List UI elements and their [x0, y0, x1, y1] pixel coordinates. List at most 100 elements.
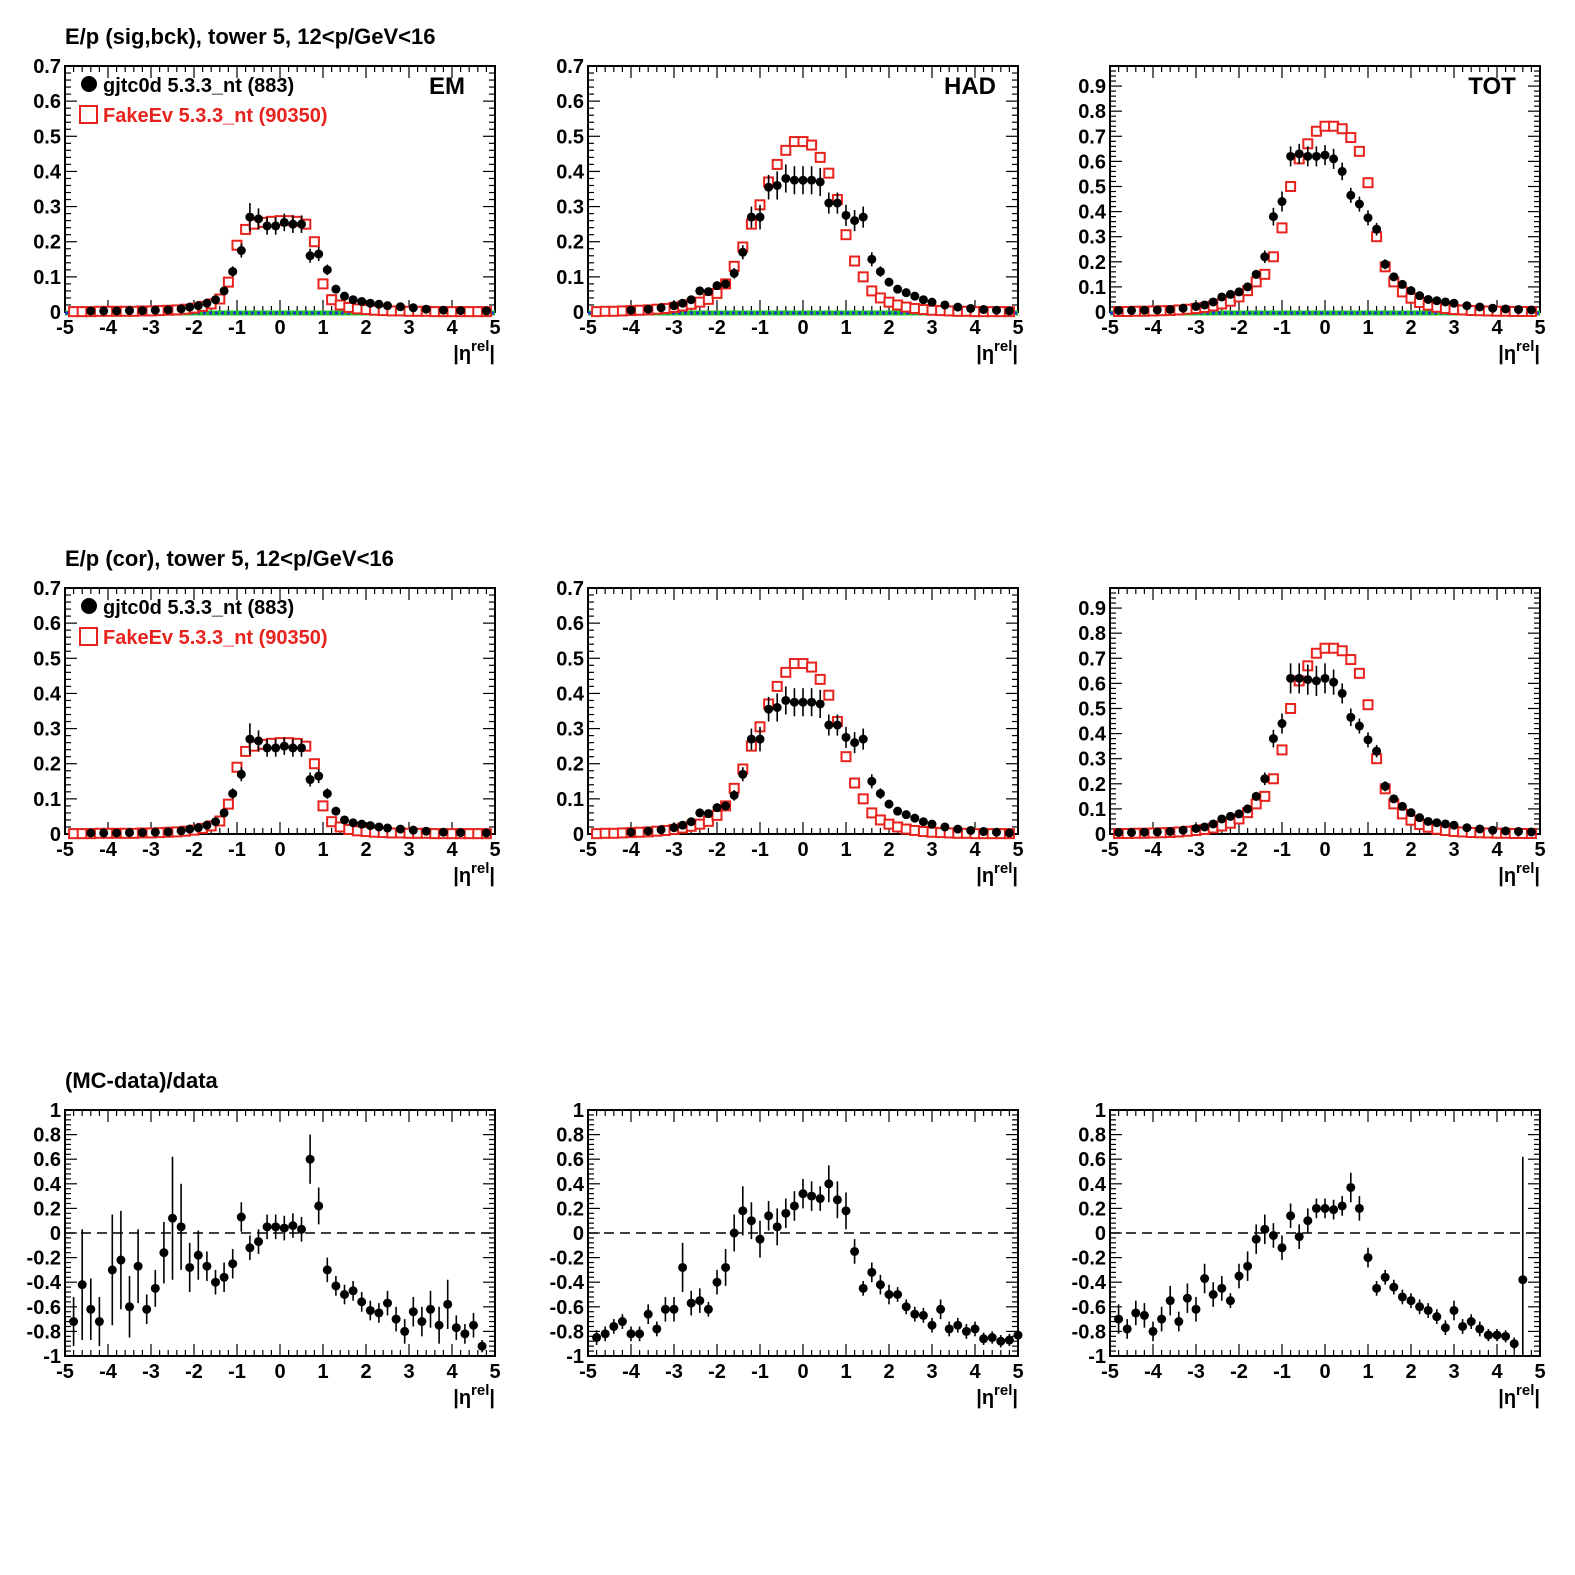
data-point	[1208, 1290, 1218, 1299]
data-point	[1268, 212, 1278, 222]
x-tick-label: -2	[708, 839, 726, 861]
panel-r3-had: -5 -4 -3 -2 -1 0 1 2 3 4 5-1-0.8-0.6-0.4-0.200.20.…	[550, 1100, 1024, 1409]
data-point	[643, 304, 653, 314]
data-point	[1208, 819, 1218, 829]
x-tick-label: 0	[274, 1361, 285, 1383]
series-data	[626, 686, 1014, 838]
data-point	[966, 825, 976, 835]
data-point	[211, 1277, 220, 1287]
data-point	[1380, 1272, 1390, 1282]
mc-point	[1259, 790, 1271, 802]
x-tick-label: -5	[579, 839, 597, 861]
x-axis-label: |ηrel|	[1498, 860, 1540, 887]
data-point	[1363, 1253, 1373, 1263]
data-point	[910, 813, 920, 823]
x-tick-label: -3	[142, 317, 160, 339]
data-point	[893, 1290, 903, 1299]
legend-mc-marker	[79, 627, 98, 646]
data-point	[1372, 224, 1382, 234]
y-tick-label: 0.2	[556, 1198, 584, 1220]
x-tick-label: -5	[56, 317, 74, 339]
data-point	[1406, 1296, 1416, 1306]
x-tick-label: -2	[1230, 317, 1248, 339]
data-point	[245, 734, 255, 744]
y-tick-label: 0.4	[1078, 202, 1107, 224]
y-tick-label: -0.6	[1072, 1297, 1106, 1319]
x-tick-label: 2	[883, 317, 894, 339]
data-point	[168, 1213, 177, 1223]
mc-point	[317, 800, 329, 812]
data-point	[1234, 287, 1244, 297]
y-tick-label: 0.6	[1078, 151, 1106, 173]
x-tick-label: -3	[1187, 1361, 1205, 1383]
data-point	[331, 1281, 341, 1291]
x-tick-label: -4	[622, 839, 641, 861]
data-point	[1243, 1261, 1253, 1271]
data-point	[850, 738, 860, 748]
data-point	[1165, 1296, 1175, 1306]
mc-point	[866, 285, 878, 297]
x-tick-label: -4	[1144, 1361, 1163, 1383]
y-tick-label: 0.7	[556, 56, 584, 78]
data-point	[798, 697, 808, 707]
x-tick-label: -3	[665, 839, 683, 861]
x-tick-label: 5	[489, 1361, 500, 1383]
data-point	[1449, 1305, 1459, 1315]
legend-mc-label: FakeEv 5.3.3_nt (90350)	[103, 627, 328, 649]
data-point	[365, 1305, 375, 1315]
x-tick-label: 1	[840, 839, 851, 861]
data-point	[1131, 1308, 1141, 1318]
data-point	[1004, 828, 1014, 838]
x-tick-label: -1	[228, 1361, 246, 1383]
data-point	[927, 1320, 937, 1330]
data-point	[1157, 1314, 1167, 1324]
data-point	[824, 198, 834, 208]
x-tick-label: 4	[446, 317, 458, 339]
data-point	[185, 1262, 195, 1272]
data-point	[1286, 151, 1296, 161]
y-tick-label: 0.2	[1078, 774, 1106, 796]
data-point	[721, 801, 731, 811]
data-point	[193, 1250, 203, 1260]
data-point	[678, 820, 688, 830]
data-point	[1501, 1331, 1511, 1341]
row-2-title: E/p (cor), tower 5, 12<p/GeV<16	[65, 546, 394, 571]
panels: -5 -4 -3 -2 -1 0 1 2 3 4 5 0 0.1 0.2 0.3 0.4 0.5 0.6 0.7 |η…	[27, 56, 1546, 1409]
mc-point	[866, 807, 878, 819]
data-point	[202, 820, 212, 830]
y-tick-label: 0.8	[33, 1125, 61, 1147]
data-point	[1415, 813, 1425, 823]
data-point	[841, 210, 851, 220]
data-point	[1191, 1304, 1201, 1314]
x-tick-label: 0	[797, 1361, 808, 1383]
y-tick-label: -0.2	[1072, 1248, 1106, 1270]
data-point	[1492, 1330, 1502, 1340]
y-tick-label: 0.2	[1078, 1198, 1106, 1220]
data-point	[94, 1317, 104, 1327]
x-tick-label: -2	[708, 317, 726, 339]
mc-point	[771, 680, 783, 692]
data-point	[884, 799, 894, 809]
mc-point	[308, 758, 320, 770]
data-point	[1372, 1283, 1382, 1293]
data-point	[1389, 1282, 1399, 1292]
data-point	[279, 217, 289, 227]
x-tick-label: -2	[185, 1361, 203, 1383]
y-tick-label: 0.4	[1078, 1174, 1107, 1196]
data-point	[1243, 282, 1253, 292]
data-point	[798, 175, 808, 185]
data-point	[875, 267, 885, 277]
data-point	[408, 303, 418, 313]
data-point	[1346, 1182, 1356, 1192]
data-point	[451, 1323, 461, 1333]
mc-point	[814, 151, 826, 163]
x-tick-label: 3	[403, 317, 414, 339]
data-point	[1354, 721, 1364, 731]
x-tick-label: 4	[446, 1361, 458, 1383]
data-point	[789, 697, 799, 707]
data-point	[927, 819, 937, 829]
y-tick-label: 0.1	[556, 789, 584, 811]
data-point	[1346, 712, 1356, 722]
series-data	[86, 203, 491, 316]
data-point	[1406, 808, 1416, 818]
